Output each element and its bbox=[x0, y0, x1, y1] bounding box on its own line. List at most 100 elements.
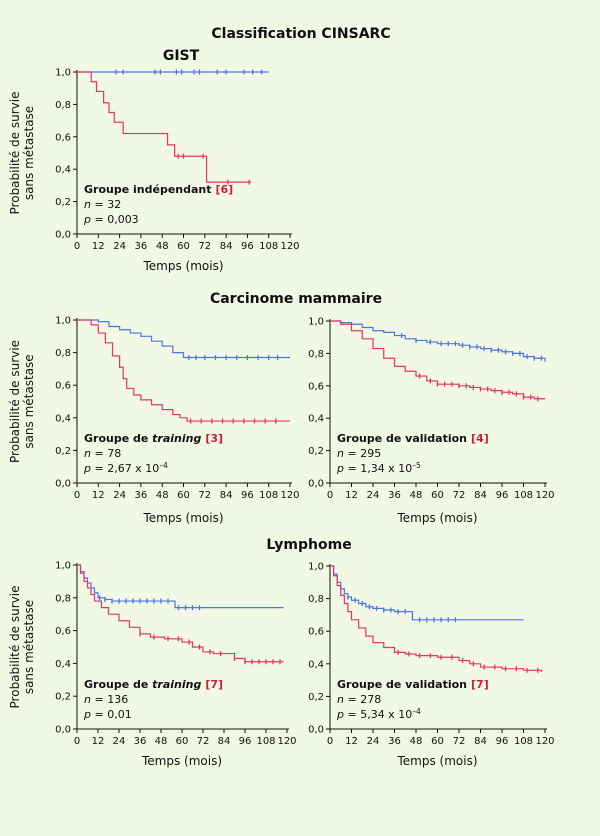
series-blue-curve bbox=[77, 319, 290, 359]
annotation-p: p = 0,01 bbox=[83, 708, 132, 721]
y-tick-label: 0,4 bbox=[55, 659, 71, 670]
annotation-group-label: Groupe de training [3] bbox=[84, 432, 223, 445]
y-tick-label: 0,0 bbox=[55, 725, 71, 736]
section-title-lymphome: Lymphome bbox=[266, 537, 351, 553]
annotation-group-text: Groupe indépendant bbox=[84, 183, 212, 196]
x-tick-label: 120 bbox=[280, 490, 299, 501]
annotation-n-value: = 32 bbox=[91, 198, 121, 211]
series-blue-curve bbox=[330, 565, 524, 621]
x-tick-label: 72 bbox=[197, 736, 210, 747]
annotation-n-symbol: n bbox=[84, 693, 91, 706]
y-axis-label: Probabilité de surviesans métastase bbox=[8, 92, 36, 215]
x-tick-label: 84 bbox=[474, 490, 487, 501]
x-tick-label: 120 bbox=[277, 736, 296, 747]
annotation-n-symbol: n bbox=[84, 447, 91, 460]
annotation-n-value: = 295 bbox=[344, 447, 381, 460]
x-tick-label: 96 bbox=[496, 736, 509, 747]
y-tick-label: 0,2 bbox=[308, 692, 324, 703]
annotation-group-text: Groupe de bbox=[84, 432, 152, 445]
annotation-group-label: Groupe de validation [4] bbox=[337, 432, 489, 445]
chart-gist: 0,0 0,2 0,4 0,6 0,8 1,0 0 12 24 36 48 60 72 84 96 108 12… bbox=[8, 68, 300, 274]
x-tick-label: 96 bbox=[241, 241, 254, 252]
y-tick-label: 0,6 bbox=[308, 627, 324, 638]
y-tick-label: 1,0 bbox=[55, 68, 71, 79]
y-tick-label: 0,8 bbox=[55, 348, 71, 359]
x-axis-label: Temps (mois) bbox=[142, 511, 223, 525]
annotation-group-emphasis: training bbox=[152, 678, 201, 691]
x-tick-label: 36 bbox=[134, 736, 147, 747]
x-tick-label: 60 bbox=[431, 490, 444, 501]
x-tick-label: 108 bbox=[256, 736, 275, 747]
x-tick-label: 108 bbox=[259, 490, 278, 501]
y-tick-label: 0,0 bbox=[55, 230, 71, 241]
annotation-p-symbol: p bbox=[336, 462, 344, 475]
x-tick-label: 24 bbox=[113, 736, 126, 747]
y-tick-label: 0,6 bbox=[55, 381, 71, 392]
x-tick-label: 120 bbox=[535, 736, 554, 747]
figure-title: Classification CINSARC bbox=[211, 26, 390, 42]
annotation-p-exponent: –5 bbox=[412, 461, 421, 470]
x-tick-label: 84 bbox=[220, 241, 233, 252]
x-tick-label: 72 bbox=[198, 490, 211, 501]
y-axis-label-line1: Probabilité de survie bbox=[8, 340, 22, 463]
x-tick-label: 48 bbox=[156, 241, 169, 252]
annotation-group-label: Groupe indépendant [6] bbox=[84, 183, 233, 196]
annotation-n-value: = 78 bbox=[91, 447, 121, 460]
series-red-curve bbox=[330, 565, 543, 672]
y-tick-label: 0,0 bbox=[308, 479, 324, 490]
y-axis-label-line2: sans métastase bbox=[22, 106, 36, 200]
x-tick-label: 84 bbox=[474, 736, 487, 747]
y-tick-label: 0,4 bbox=[308, 659, 324, 670]
annotation-n: n = 136 bbox=[84, 693, 128, 706]
x-tick-label: 108 bbox=[514, 736, 533, 747]
annotation-n: n = 295 bbox=[337, 447, 381, 460]
y-axis-label-line2: sans métastase bbox=[22, 354, 36, 448]
annotation-p-symbol: p bbox=[83, 462, 91, 475]
x-tick-label: 24 bbox=[113, 490, 126, 501]
annotation-p: p = 0,003 bbox=[83, 213, 139, 226]
annotation-p-value: = 2,67 x 10 bbox=[91, 462, 159, 475]
x-tick-label: 0 bbox=[74, 490, 80, 501]
y-tick-label: 0,8 bbox=[55, 593, 71, 604]
x-tick-label: 72 bbox=[453, 490, 466, 501]
y-tick-label: 0,4 bbox=[55, 413, 71, 424]
annotation-reference[interactable]: [7] bbox=[471, 678, 489, 691]
series-red-curve bbox=[330, 320, 545, 400]
x-axis-label: Temps (mois) bbox=[141, 754, 222, 768]
annotation-reference[interactable]: [4] bbox=[471, 432, 489, 445]
annotation-reference[interactable]: [6] bbox=[216, 183, 234, 196]
x-tick-label: 60 bbox=[176, 736, 189, 747]
annotation-p-value: = 1,34 x 10 bbox=[344, 462, 412, 475]
y-tick-label: 0,6 bbox=[55, 626, 71, 637]
y-axis-label-line2: sans métastase bbox=[22, 600, 36, 694]
y-tick-label: 0,2 bbox=[55, 446, 71, 457]
annotation-group-text: Groupe de validation bbox=[337, 432, 467, 445]
y-axis-label-line1: Probabilité de survie bbox=[8, 586, 22, 709]
annotation-group-text: Groupe de validation bbox=[337, 678, 467, 691]
annotation-n: n = 78 bbox=[84, 447, 121, 460]
x-tick-label: 84 bbox=[218, 736, 231, 747]
x-tick-label: 48 bbox=[410, 736, 423, 747]
annotation-p-value: = 0,01 bbox=[91, 708, 132, 721]
x-tick-label: 108 bbox=[259, 241, 278, 252]
x-tick-label: 12 bbox=[92, 736, 105, 747]
chart-mammaire-validation: 0,0 0,2 0,4 0,6 0,8 1,0 0 12 24 36 48 60 72 84 96 108 12… bbox=[308, 317, 554, 526]
y-axis-label-line1: Probabilité de survie bbox=[8, 92, 22, 215]
section-title-carcinome-mammaire: Carcinome mammaire bbox=[210, 291, 382, 307]
x-tick-label: 96 bbox=[241, 490, 254, 501]
x-tick-label: 60 bbox=[431, 736, 444, 747]
x-tick-label: 12 bbox=[92, 490, 105, 501]
annotation-reference[interactable]: [3] bbox=[205, 432, 223, 445]
annotation-p: p = 1,34 x 10–5 bbox=[336, 461, 421, 475]
x-tick-label: 0 bbox=[327, 490, 333, 501]
x-tick-label: 60 bbox=[177, 490, 190, 501]
annotation-reference[interactable]: [7] bbox=[205, 678, 223, 691]
x-tick-label: 84 bbox=[220, 490, 233, 501]
annotation-p: p = 5,34 x 10–4 bbox=[336, 707, 421, 721]
chart-lymphome-validation: 0,0 0,2 0,4 0,6 0,8 1,0 0 12 24 36 48 60 72 84 96 108 12… bbox=[308, 562, 554, 769]
x-axis-label: Temps (mois) bbox=[142, 259, 223, 273]
annotation-group-label: Groupe de validation [7] bbox=[337, 678, 489, 691]
y-tick-label: 1,0 bbox=[55, 316, 71, 327]
x-tick-label: 120 bbox=[280, 241, 299, 252]
